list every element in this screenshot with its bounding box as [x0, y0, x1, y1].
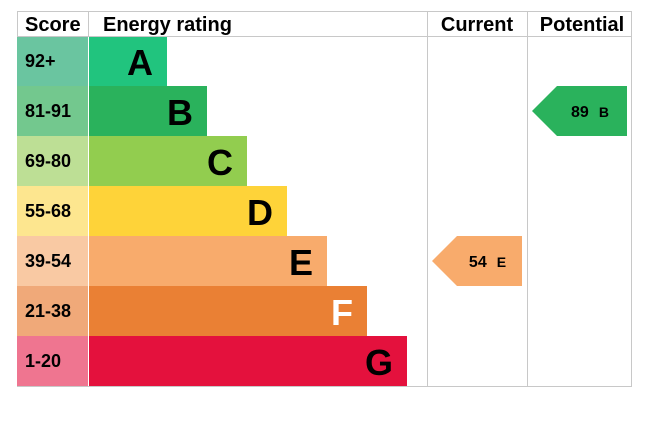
score-cell-b [17, 86, 88, 136]
band-letter-b: B [167, 92, 193, 133]
current-rating-letter: E [497, 254, 506, 270]
band-bar-c [89, 136, 247, 186]
header-potential: Potential [540, 14, 624, 36]
score-label-c: 69-80 [25, 151, 71, 171]
score-cell-g [17, 336, 88, 386]
header-energy-rating: Energy rating [103, 14, 232, 36]
band-letter-e: E [289, 242, 313, 283]
header-score: Score [25, 14, 81, 36]
band-bar-b [89, 86, 207, 136]
rating-indicators: 54 E 89 B [432, 86, 627, 286]
band-letter-g: G [365, 342, 393, 383]
potential-rating-value: 89 [571, 104, 589, 121]
score-cell-d [17, 186, 88, 236]
score-cell-a [17, 36, 88, 86]
band-letter-c: C [207, 142, 233, 183]
score-label-f: 21-38 [25, 301, 71, 321]
band-bar-f [89, 286, 367, 336]
potential-rating-letter: B [599, 104, 609, 120]
score-label-d: 55-68 [25, 201, 71, 221]
potential-rating-label: 89 B [571, 104, 609, 121]
table-grid [17, 11, 632, 387]
score-label-g: 1-20 [25, 351, 61, 371]
band-bar-d [89, 186, 287, 236]
band-bar-a [89, 36, 167, 86]
potential-rating-arrow [532, 86, 627, 136]
score-label-e: 39-54 [25, 251, 71, 271]
band-letter-d: D [247, 192, 273, 233]
score-cell-c [17, 136, 88, 186]
score-label-b: 81-91 [25, 101, 71, 121]
current-rating-value: 54 [469, 254, 487, 271]
score-cell-f [17, 286, 88, 336]
score-cell-e [17, 236, 88, 286]
band-bar-g [89, 336, 407, 386]
score-label-a: 92+ [25, 51, 56, 71]
header-current: Current [441, 14, 514, 36]
current-rating-arrow [432, 236, 522, 286]
current-rating-label: 54 E [469, 254, 506, 271]
rating-bands: 92+ A 81-91 B 69-80 C 55-68 D 39-54 E 21-38 F 1-20 G [17, 36, 407, 386]
band-letter-f: F [331, 292, 353, 333]
band-bar-e [89, 236, 327, 286]
band-letter-a: A [127, 42, 153, 83]
